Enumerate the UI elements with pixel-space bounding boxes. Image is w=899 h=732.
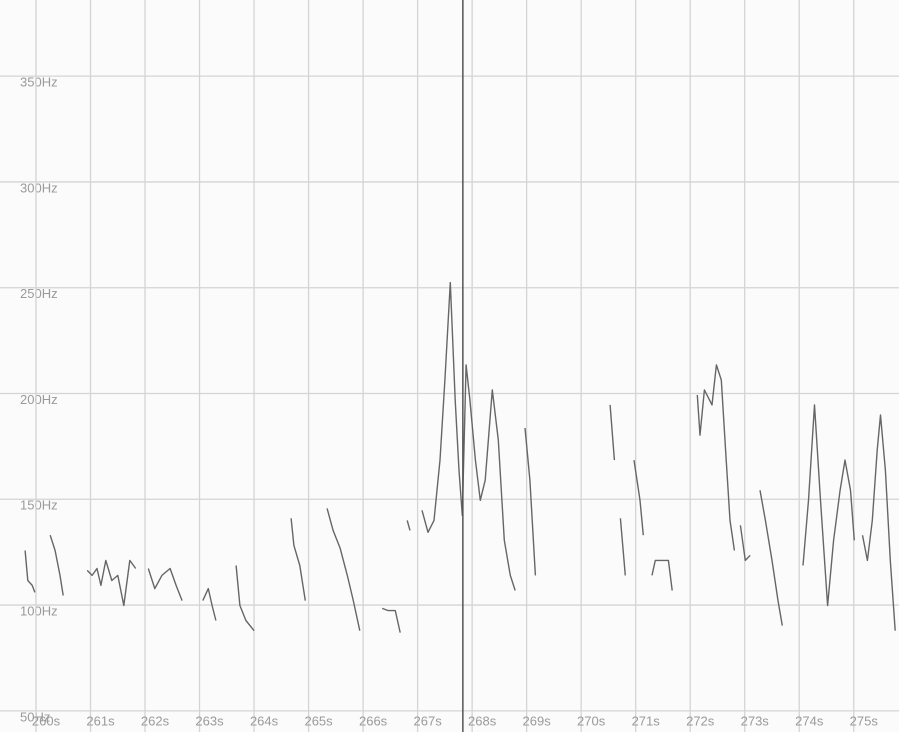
y-tick-label: 50Hz [20, 709, 50, 724]
y-tick-label: 350Hz [20, 75, 58, 90]
x-tick-label: 265s [304, 713, 333, 728]
y-tick-label: 250Hz [20, 286, 58, 301]
y-tick-label: 300Hz [20, 180, 58, 195]
x-tick-label: 264s [250, 713, 279, 728]
x-tick-label: 260s [32, 713, 61, 728]
x-tick-label: 271s [632, 713, 661, 728]
x-tick-label: 270s [577, 713, 606, 728]
x-tick-label: 267s [414, 713, 443, 728]
x-tick-label: 266s [359, 713, 388, 728]
x-tick-label: 263s [195, 713, 224, 728]
y-tick-label: 100Hz [20, 604, 58, 619]
x-tick-label: 274s [795, 713, 824, 728]
x-tick-label: 275s [850, 713, 879, 728]
x-tick-label: 262s [141, 713, 170, 728]
x-tick-label: 269s [523, 713, 552, 728]
y-tick-label: 200Hz [20, 392, 58, 407]
x-tick-label: 273s [741, 713, 770, 728]
x-tick-label: 268s [468, 713, 497, 728]
y-tick-label: 150Hz [20, 498, 58, 513]
x-tick-label: 272s [686, 713, 715, 728]
x-tick-label: 261s [86, 713, 115, 728]
pitch-line [24, 281, 896, 633]
